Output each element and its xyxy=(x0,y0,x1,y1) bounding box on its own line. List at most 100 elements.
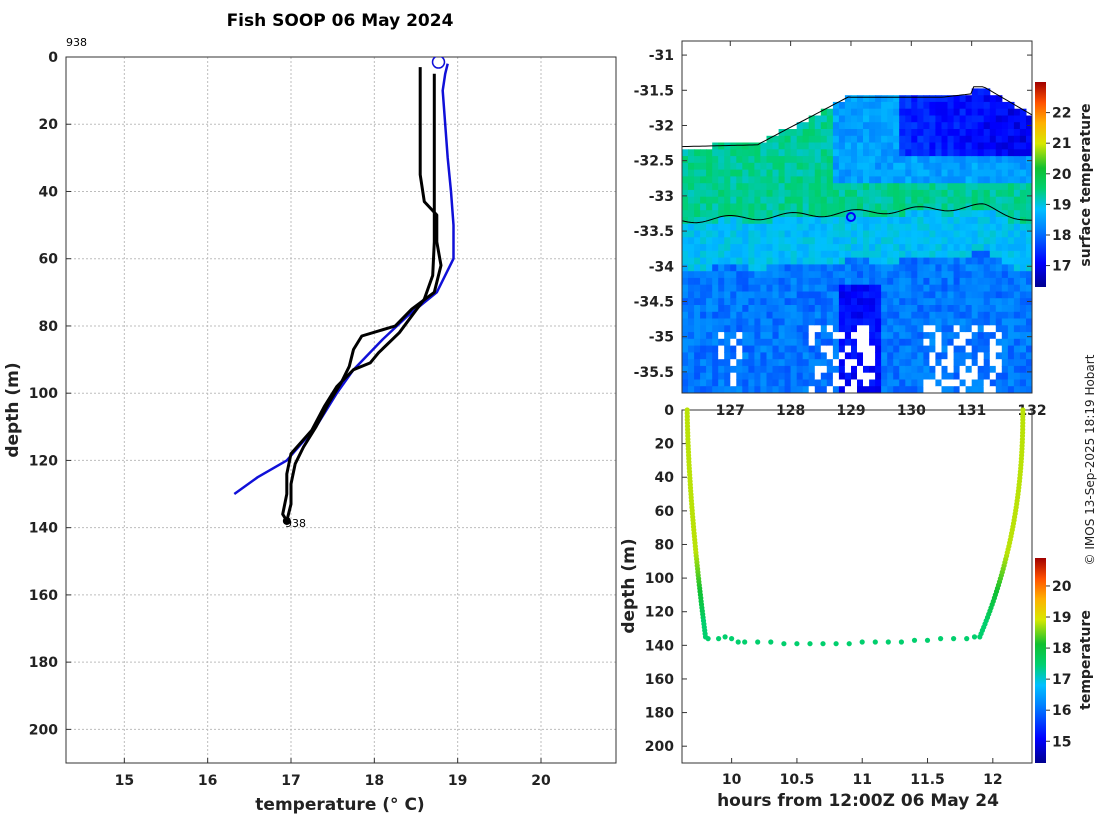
map-cell xyxy=(838,183,846,191)
map-cell xyxy=(989,264,997,272)
map-cell xyxy=(971,379,979,387)
map-cell xyxy=(772,230,780,238)
map-cell xyxy=(971,305,979,313)
map-cell xyxy=(893,217,900,225)
map-cell xyxy=(923,217,930,225)
map-cell xyxy=(712,365,719,374)
map-cell xyxy=(857,115,864,123)
map-cell xyxy=(1013,176,1021,184)
map-cell xyxy=(983,183,991,191)
map-cell xyxy=(796,379,804,387)
map-cell xyxy=(826,311,834,320)
map-cell xyxy=(899,277,906,286)
map-cell xyxy=(875,230,882,238)
map-cell xyxy=(784,325,792,333)
map-cell xyxy=(712,156,719,164)
map-cell xyxy=(796,196,804,205)
map-cell xyxy=(971,108,979,117)
map-cell xyxy=(682,379,689,387)
map-cell xyxy=(989,365,997,374)
map-cell xyxy=(808,291,816,299)
map-cell xyxy=(808,311,816,320)
map-cell xyxy=(971,325,979,333)
map-cell xyxy=(682,210,689,218)
map-colorbar xyxy=(1035,82,1046,287)
map-cell xyxy=(784,156,792,164)
map-cell xyxy=(730,345,737,353)
map-cell xyxy=(887,135,894,144)
map-cell xyxy=(790,149,798,157)
map-cell xyxy=(911,196,918,205)
map-cell xyxy=(808,271,816,279)
map-cell xyxy=(959,196,967,205)
map-cell xyxy=(724,230,731,238)
map-cell xyxy=(766,305,774,313)
map-cell xyxy=(694,291,701,299)
map-cell xyxy=(1001,135,1009,144)
map-cell xyxy=(682,325,689,333)
map-cell xyxy=(1001,189,1009,198)
map-cell xyxy=(700,338,707,347)
map-cell xyxy=(977,176,985,184)
map-cell xyxy=(917,311,924,320)
map-cell xyxy=(802,135,810,144)
map-cell xyxy=(700,250,707,259)
map-cell xyxy=(784,298,792,306)
map-cell xyxy=(893,162,900,171)
map-cell xyxy=(820,298,828,306)
map-cell xyxy=(887,101,894,110)
map-cell xyxy=(929,325,936,333)
map-cell xyxy=(1013,217,1021,225)
map-cell xyxy=(965,352,973,360)
map-cell xyxy=(820,325,828,333)
map-cell xyxy=(808,183,816,191)
map-cell xyxy=(748,318,755,326)
map-cell xyxy=(929,149,936,157)
map-cell xyxy=(760,271,767,279)
map-cell xyxy=(947,162,955,171)
map-cell xyxy=(887,223,894,232)
map-cell xyxy=(1007,135,1015,144)
map-cell xyxy=(1013,257,1021,265)
map-cell xyxy=(802,345,810,353)
map-cell xyxy=(935,142,942,150)
map-cell xyxy=(881,250,888,259)
map-cell xyxy=(808,142,816,150)
map-cell xyxy=(760,176,767,184)
map-cell xyxy=(995,298,1003,306)
map-cell xyxy=(736,176,743,184)
map-cell xyxy=(971,264,979,272)
map-cell xyxy=(730,298,737,306)
map-cell xyxy=(983,135,991,144)
map-cell xyxy=(802,162,810,171)
map-cell xyxy=(989,386,997,393)
map-cell xyxy=(869,183,876,191)
map-cell xyxy=(857,338,864,347)
map-cell xyxy=(778,325,786,333)
map-cell xyxy=(832,305,840,313)
map-cell xyxy=(869,122,876,130)
map-cell xyxy=(881,352,888,360)
map-cell xyxy=(778,386,786,393)
map-cell xyxy=(802,230,810,238)
map-cell xyxy=(977,365,985,374)
map-cell xyxy=(766,379,774,387)
map-cell xyxy=(688,332,695,340)
map-cell xyxy=(941,223,949,232)
map-cell xyxy=(1019,257,1027,265)
map-cell xyxy=(899,386,906,393)
map-cell xyxy=(724,352,731,360)
map-cell xyxy=(778,298,786,306)
map-cell xyxy=(748,271,755,279)
map-cell xyxy=(971,135,979,144)
map-cell xyxy=(935,332,942,340)
map-cell xyxy=(905,169,912,177)
map-cell xyxy=(947,298,955,306)
map-cell xyxy=(965,291,973,299)
map-cell xyxy=(724,183,731,191)
map-cell xyxy=(1001,264,1009,272)
map-cell xyxy=(796,135,804,144)
map-cell xyxy=(790,142,798,150)
map-cell xyxy=(923,271,930,279)
map-cell xyxy=(724,244,731,252)
